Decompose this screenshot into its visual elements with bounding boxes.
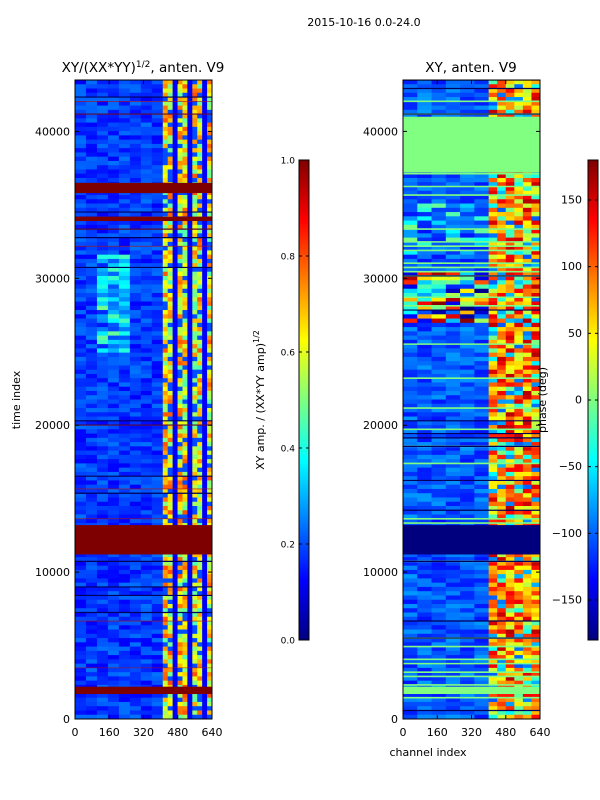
colorbar-tick-label: 0 (575, 394, 582, 407)
x-tick-label: 320 (461, 726, 482, 739)
y-tick-label: 30000 (35, 272, 70, 285)
y-tick-label: 30000 (363, 272, 398, 285)
colorbar-tick-label: 0.2 (281, 541, 295, 551)
y-tick-label: 20000 (363, 419, 398, 432)
flagged-time-band (403, 116, 540, 173)
flagged-time-band (75, 216, 212, 222)
x-tick-label: 640 (202, 726, 223, 739)
flagged-time-band (75, 182, 212, 194)
x-tick-label: 160 (427, 726, 448, 739)
colorbar-tick-label: 100 (561, 260, 582, 273)
colorbar-tick-label: 0.6 (281, 349, 296, 359)
x-tick-label: 0 (72, 726, 79, 739)
colorbar-tick-label: 150 (561, 194, 582, 207)
colorbar-tick-label: 0.4 (281, 445, 296, 455)
y-tick-label: 10000 (363, 566, 398, 579)
y-tick-label: 10000 (35, 566, 70, 579)
x-tick-label: 480 (495, 726, 516, 739)
phase-x-axis: 0 160 320 480 640 (400, 80, 551, 739)
phase-y-axis: 0 10000 20000 30000 40000 (363, 125, 540, 726)
x-tick-label: 160 (99, 726, 120, 739)
y-tick-label: 0 (63, 713, 70, 726)
colorbar-tick-label: 50 (568, 327, 582, 340)
colorbar-tick-label: −100 (552, 527, 582, 540)
x-tick-label: 320 (133, 726, 154, 739)
colorbar-tick-label: −150 (552, 594, 582, 607)
colorbar-tick-label: 0.8 (281, 253, 296, 263)
y-tick-label: 40000 (363, 125, 398, 138)
figure-suptitle: 2015-10-16 0.0-24.0 (307, 16, 420, 29)
amplitude-heatmap (75, 80, 212, 719)
amplitude-colorbar-label: XY amp. / (XX*YY amp)1/2 (252, 330, 267, 470)
amplitude-panel: XY/(XX*YY)1/2, anten. V9 0 160 320 480 640 0… (10, 60, 224, 739)
y-tick-label: 0 (391, 713, 398, 726)
flagged-time-band (75, 525, 212, 555)
amplitude-colorbar: 0.0 0.2 0.4 0.6 0.8 1.0 XY amp. / (XX*YY amp)… (252, 157, 310, 647)
x-tick-label: 480 (167, 726, 188, 739)
phase-heatmap (403, 80, 540, 719)
amplitude-y-axis-label: time index (10, 370, 23, 429)
amplitude-y-axis: 0 10000 20000 30000 40000 (35, 125, 212, 726)
x-tick-label: 640 (530, 726, 551, 739)
phase-panel: XY, anten. V9 0 160 320 480 640 0 10000 20000 3… (363, 60, 551, 759)
amplitude-colorbar-bar (298, 159, 310, 641)
flagged-time-band (403, 525, 540, 555)
colorbar-tick-label: −50 (559, 460, 582, 473)
phase-colorbar: phase (deg) −150 −100 −50 0 50 100 150 (536, 159, 599, 641)
phase-colorbar-label: phase (deg) (536, 367, 549, 433)
colorbar-tick-label: 0.0 (281, 637, 296, 647)
amplitude-x-axis: 0 160 320 480 640 (72, 80, 223, 739)
amplitude-panel-title: XY/(XX*YY)1/2, anten. V9 (62, 60, 225, 76)
colorbar-tick-label: 1.0 (281, 157, 296, 167)
phase-x-axis-label: channel index (389, 746, 467, 759)
flagged-time-band (75, 686, 212, 695)
phase-panel-title: XY, anten. V9 (425, 60, 516, 76)
flagged-time-band (403, 686, 540, 695)
y-tick-label: 40000 (35, 125, 70, 138)
x-tick-label: 0 (400, 726, 407, 739)
y-tick-label: 20000 (35, 419, 70, 432)
